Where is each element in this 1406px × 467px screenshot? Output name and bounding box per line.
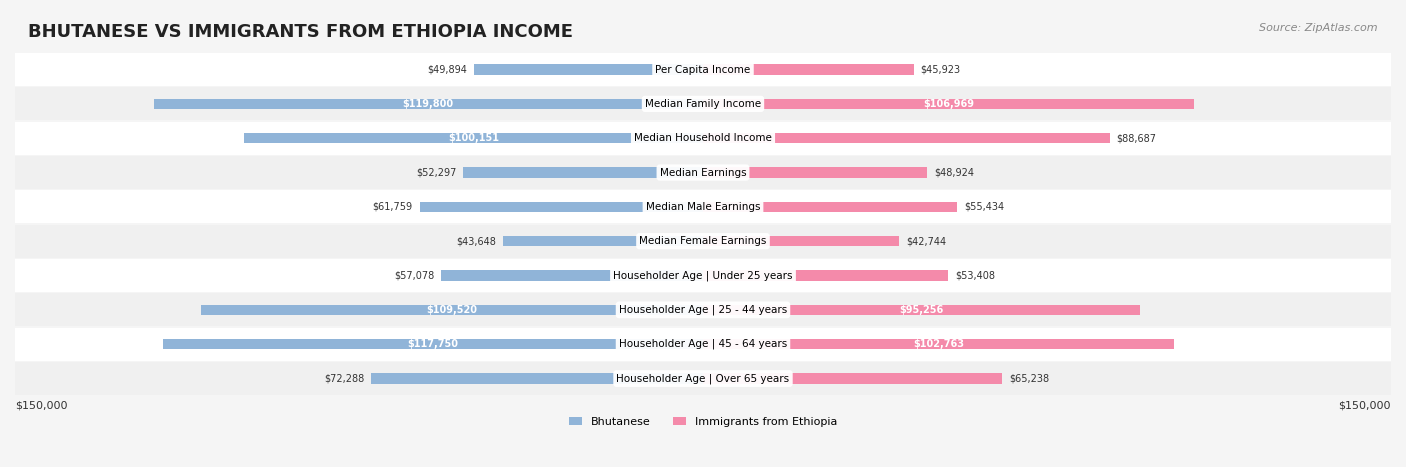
Bar <box>420 202 703 212</box>
Text: $150,000: $150,000 <box>1339 401 1391 411</box>
Text: Median Household Income: Median Household Income <box>634 133 772 143</box>
FancyBboxPatch shape <box>15 156 1391 189</box>
Text: $72,288: $72,288 <box>325 374 364 383</box>
Text: $102,763: $102,763 <box>912 339 965 349</box>
Bar <box>243 133 703 143</box>
Bar <box>703 374 1002 384</box>
Text: $48,924: $48,924 <box>934 168 974 177</box>
Bar <box>474 64 703 75</box>
Bar <box>153 99 703 109</box>
Text: Median Earnings: Median Earnings <box>659 168 747 177</box>
Bar <box>703 99 1194 109</box>
Bar <box>703 270 948 281</box>
Text: Householder Age | Over 65 years: Householder Age | Over 65 years <box>616 373 790 384</box>
Text: $150,000: $150,000 <box>15 401 67 411</box>
Text: $55,434: $55,434 <box>965 202 1004 212</box>
Text: $43,648: $43,648 <box>456 236 496 246</box>
Text: Median Family Income: Median Family Income <box>645 99 761 109</box>
Text: $117,750: $117,750 <box>408 339 458 349</box>
Bar <box>703 64 914 75</box>
Text: Householder Age | Under 25 years: Householder Age | Under 25 years <box>613 270 793 281</box>
FancyBboxPatch shape <box>15 87 1391 120</box>
Text: $45,923: $45,923 <box>921 64 960 75</box>
Bar <box>201 305 703 315</box>
Text: $95,256: $95,256 <box>900 305 943 315</box>
Text: Median Female Earnings: Median Female Earnings <box>640 236 766 246</box>
Legend: Bhutanese, Immigrants from Ethiopia: Bhutanese, Immigrants from Ethiopia <box>564 412 842 432</box>
Bar <box>703 168 928 177</box>
FancyBboxPatch shape <box>15 293 1391 326</box>
Bar <box>703 305 1140 315</box>
Text: $65,238: $65,238 <box>1010 374 1049 383</box>
Text: $53,408: $53,408 <box>955 270 995 281</box>
Text: $109,520: $109,520 <box>426 305 477 315</box>
Text: $52,297: $52,297 <box>416 168 457 177</box>
FancyBboxPatch shape <box>15 362 1391 395</box>
Text: $100,151: $100,151 <box>449 133 499 143</box>
Bar <box>703 236 898 246</box>
Bar <box>441 270 703 281</box>
Bar <box>703 202 957 212</box>
Text: Householder Age | 25 - 44 years: Householder Age | 25 - 44 years <box>619 304 787 315</box>
Text: $49,894: $49,894 <box>427 64 467 75</box>
Text: Householder Age | 45 - 64 years: Householder Age | 45 - 64 years <box>619 339 787 349</box>
Bar <box>703 339 1174 349</box>
Text: BHUTANESE VS IMMIGRANTS FROM ETHIOPIA INCOME: BHUTANESE VS IMMIGRANTS FROM ETHIOPIA IN… <box>28 23 574 42</box>
Bar <box>703 133 1109 143</box>
Bar <box>371 374 703 384</box>
FancyBboxPatch shape <box>15 328 1391 361</box>
FancyBboxPatch shape <box>15 53 1391 86</box>
Text: $88,687: $88,687 <box>1116 133 1157 143</box>
FancyBboxPatch shape <box>15 259 1391 292</box>
FancyBboxPatch shape <box>15 191 1391 223</box>
Text: Source: ZipAtlas.com: Source: ZipAtlas.com <box>1260 23 1378 33</box>
Text: $106,969: $106,969 <box>922 99 974 109</box>
Bar <box>163 339 703 349</box>
FancyBboxPatch shape <box>15 122 1391 155</box>
Text: $61,759: $61,759 <box>373 202 413 212</box>
Text: Median Male Earnings: Median Male Earnings <box>645 202 761 212</box>
FancyBboxPatch shape <box>15 225 1391 258</box>
Bar <box>463 168 703 177</box>
Text: $57,078: $57,078 <box>394 270 434 281</box>
Text: $42,744: $42,744 <box>905 236 946 246</box>
Text: Per Capita Income: Per Capita Income <box>655 64 751 75</box>
Bar <box>503 236 703 246</box>
Text: $119,800: $119,800 <box>402 99 454 109</box>
